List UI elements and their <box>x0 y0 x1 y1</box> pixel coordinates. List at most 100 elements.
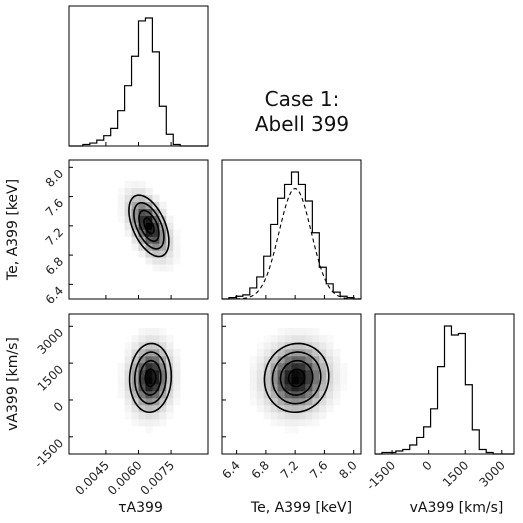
density-cell <box>152 194 160 202</box>
density-cell <box>319 349 327 357</box>
density-cell <box>277 391 285 399</box>
histogram-v <box>374 313 515 455</box>
density-cell <box>263 356 271 364</box>
density-cell <box>298 335 306 343</box>
density-cell <box>319 412 327 420</box>
histogram-te <box>221 159 362 300</box>
density-cell <box>333 363 341 371</box>
density-cell <box>138 412 146 420</box>
density-cell <box>291 342 299 350</box>
density-cell <box>145 419 153 427</box>
density-cell <box>305 412 313 420</box>
density-cell <box>277 384 285 392</box>
density-cell <box>159 412 167 420</box>
y-tick-label-v: 1500 <box>35 362 66 393</box>
density-cell <box>138 229 146 237</box>
density-cell <box>124 363 132 371</box>
density-cell <box>249 377 258 385</box>
density-cell <box>138 349 146 357</box>
contour-level-3 <box>271 351 322 405</box>
density-cell <box>131 215 139 223</box>
density-cell <box>124 180 132 189</box>
density-cell <box>124 370 132 378</box>
density-cell <box>152 419 160 427</box>
x-tick-label-tau: 0.0045 <box>72 458 112 498</box>
density-cell <box>298 412 306 420</box>
density-cell <box>145 250 153 258</box>
density-cell <box>145 377 153 385</box>
density-cell <box>333 384 341 392</box>
density-cell <box>159 363 167 371</box>
y-axis-label-te: Te, A399 [keV] <box>5 179 21 281</box>
density-cell <box>166 412 174 420</box>
density-cell <box>326 391 334 399</box>
density-cell <box>326 349 334 357</box>
density-cell <box>326 342 334 350</box>
density-cell <box>305 370 313 378</box>
density-cell <box>249 398 258 406</box>
density-cell <box>166 370 174 378</box>
density-cell <box>249 391 258 399</box>
density-cell <box>145 328 153 336</box>
density-cell <box>152 257 160 265</box>
density-cell <box>270 363 278 371</box>
density-cell <box>284 370 292 378</box>
density-cell <box>166 398 174 406</box>
joint-frame-te-v <box>221 313 362 455</box>
density-cell <box>333 391 341 399</box>
density-cell <box>131 391 139 399</box>
density-cell <box>333 356 341 364</box>
density-cell <box>159 328 167 336</box>
density-cell <box>131 412 139 420</box>
density-cell <box>145 370 153 378</box>
density-cell <box>152 412 160 420</box>
density-cell <box>312 384 320 392</box>
joint-te-v <box>221 313 362 455</box>
density-cell <box>117 391 125 399</box>
density-cell <box>173 349 181 357</box>
density-cell <box>152 391 160 399</box>
density-cell <box>166 335 174 343</box>
density-cell <box>312 356 320 364</box>
density-cell <box>305 356 313 364</box>
density-cell <box>263 335 271 343</box>
chart-title-line-2: Abell 399 <box>255 112 349 136</box>
contour-level-3 <box>134 351 167 405</box>
density-cell <box>312 342 320 350</box>
density-cell <box>166 405 174 413</box>
density-cell <box>124 412 132 420</box>
contour-level-4 <box>263 342 330 414</box>
density-cell <box>291 328 299 336</box>
density-cell <box>270 405 278 413</box>
contour-level-4 <box>128 342 173 414</box>
density-cell <box>326 384 334 392</box>
density-cell <box>277 419 285 427</box>
density-cell <box>291 412 299 420</box>
density-cell <box>159 377 167 385</box>
density-cell <box>256 398 264 406</box>
x-axis-label-tau: τA399 <box>118 500 163 516</box>
density-cell <box>131 419 139 427</box>
density-cell <box>159 398 167 406</box>
density-cell <box>166 250 174 258</box>
density-cell <box>284 335 292 343</box>
density-cell <box>173 370 181 378</box>
density-cell <box>305 335 313 343</box>
histogram-steps-tau <box>69 17 208 147</box>
density-cell <box>124 222 132 230</box>
density-cell <box>152 243 160 251</box>
density-cell <box>256 405 264 413</box>
density-cell <box>159 349 167 357</box>
density-cell <box>145 335 153 343</box>
density-cell <box>277 363 285 371</box>
density-cell <box>117 201 125 209</box>
density-cell <box>298 370 306 378</box>
density-cell <box>138 377 146 385</box>
y-tick-label-te: 7.2 <box>43 225 66 248</box>
density-cell <box>326 335 334 343</box>
density-cell <box>131 243 139 251</box>
density-cell <box>326 398 334 406</box>
density-cell <box>124 356 132 364</box>
density-cell <box>305 328 313 336</box>
density-cell <box>249 384 258 392</box>
